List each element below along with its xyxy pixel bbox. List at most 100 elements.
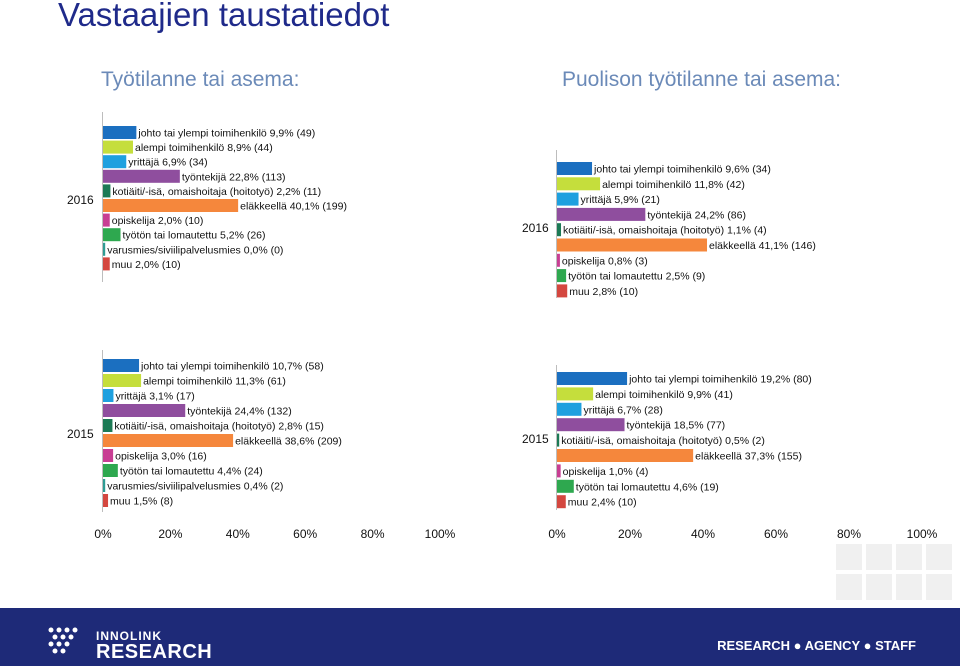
bar xyxy=(103,257,110,271)
bar xyxy=(103,169,180,183)
bar xyxy=(103,389,114,402)
bar xyxy=(103,213,110,227)
bar xyxy=(103,404,186,417)
data-label: kotiäiti/-isä, omaishoitaja (hoitotyö) 2… xyxy=(114,421,324,433)
data-label: eläkkeellä 37,3% (155) xyxy=(695,451,802,463)
group-label: 2015 xyxy=(522,432,549,446)
bar xyxy=(557,372,628,385)
data-label: muu 2,8% (10) xyxy=(569,286,638,298)
deco-square xyxy=(836,574,862,600)
bar xyxy=(103,184,111,198)
data-label: alempi toimihenkilö 11,8% (42) xyxy=(602,179,745,191)
data-label: eläkkeellä 40,1% (199) xyxy=(240,201,347,213)
data-label: työtön tai lomautettu 4,6% (19) xyxy=(576,481,719,493)
bar xyxy=(103,419,113,432)
data-label: yrittäjä 5,9% (21) xyxy=(581,194,660,206)
bar xyxy=(557,238,708,252)
bar xyxy=(103,479,106,492)
data-label: yrittäjä 6,7% (28) xyxy=(583,404,662,416)
data-label: johto tai ylempi toimihenkilö 10,7% (58) xyxy=(140,361,324,373)
x-tick-label: 100% xyxy=(907,527,938,541)
bar xyxy=(557,177,601,191)
deco-square xyxy=(926,574,952,600)
data-label: yrittäjä 6,9% (34) xyxy=(128,157,207,169)
deco-square xyxy=(896,574,922,600)
data-label: varusmies/siviilipalvelusmies 0,4% (2) xyxy=(107,481,283,493)
x-tick-label: 100% xyxy=(425,527,456,541)
bar xyxy=(103,228,121,242)
bar xyxy=(103,199,239,212)
x-tick-label: 80% xyxy=(837,527,861,541)
x-tick-label: 40% xyxy=(691,527,715,541)
footer-tagline: RESEARCH ● AGENCY ● STAFF xyxy=(717,638,916,653)
x-tick-label: 0% xyxy=(548,527,566,541)
bar xyxy=(557,479,574,493)
x-tick-label: 40% xyxy=(226,527,250,541)
bar xyxy=(103,140,133,154)
data-label: johto tai ylempi toimihenkilö 19,2% (80) xyxy=(628,374,812,386)
data-label: johto tai ylempi toimihenkilö 9,9% (49) xyxy=(137,128,315,140)
data-label: kotiäiti/-isä, omaishoitaja (hoitotyö) 1… xyxy=(563,225,767,237)
x-tick-label: 20% xyxy=(618,527,642,541)
data-label: kotiäiti/-isä, omaishoitaja (hoitotyö) 2… xyxy=(112,186,321,198)
data-label: työntekijä 24,4% (132) xyxy=(187,406,291,418)
bar xyxy=(557,464,561,478)
bar xyxy=(103,126,137,139)
bar xyxy=(557,402,582,416)
bar xyxy=(557,162,593,175)
bar xyxy=(103,464,118,477)
data-label: alempi toimihenkilö 8,9% (44) xyxy=(135,142,273,154)
group-label: 2015 xyxy=(67,427,94,441)
bar xyxy=(103,242,106,256)
bar xyxy=(103,494,109,507)
x-tick-label: 20% xyxy=(158,527,182,541)
data-label: eläkkeellä 41,1% (146) xyxy=(709,240,816,252)
data-label: alempi toimihenkilö 9,9% (41) xyxy=(595,389,733,401)
bar xyxy=(557,387,594,401)
group-label: 2016 xyxy=(522,221,549,235)
data-label: muu 1,5% (8) xyxy=(110,496,173,508)
data-label: alempi toimihenkilö 11,3% (61) xyxy=(143,376,286,388)
bar xyxy=(557,495,566,509)
x-tick-label: 0% xyxy=(94,527,112,541)
innolink-logo-icon xyxy=(48,627,78,654)
footer-bar: INNOLINK RESEARCH RESEARCH ● AGENCY ● ST… xyxy=(0,608,960,666)
deco-square xyxy=(836,544,862,570)
deco-square xyxy=(866,544,892,570)
bar xyxy=(557,223,562,237)
data-label: työtön tai lomautettu 2,5% (9) xyxy=(568,271,705,283)
bar xyxy=(103,374,142,387)
data-label: työtön tai lomautettu 4,4% (24) xyxy=(120,466,263,478)
data-label: työntekijä 22,8% (113) xyxy=(182,171,286,183)
data-label: työntekijä 18,5% (77) xyxy=(627,420,726,432)
bar xyxy=(103,155,127,169)
data-label: muu 2,4% (10) xyxy=(568,497,637,509)
data-label: johto tai ylempi toimihenkilö 9,6% (34) xyxy=(593,164,771,176)
x-tick-label: 80% xyxy=(361,527,385,541)
charts-area: 2016 johto tai ylempi toimihenkilö 9,9% (… xyxy=(67,112,938,541)
bar xyxy=(103,434,234,447)
bar xyxy=(103,449,114,462)
logo-text-innolink: INNOLINK xyxy=(96,629,162,643)
bar xyxy=(103,359,140,372)
data-label: opiskelija 0,8% (3) xyxy=(562,255,648,267)
data-label: varusmies/siviilipalvelusmies 0,0% (0) xyxy=(107,244,283,256)
data-label: yrittäjä 3,1% (17) xyxy=(115,391,194,403)
data-label: työntekijä 24,2% (86) xyxy=(647,209,746,221)
x-tick-label: 60% xyxy=(764,527,788,541)
bar xyxy=(557,253,560,267)
bar xyxy=(557,284,568,298)
bar xyxy=(557,269,567,283)
deco-square xyxy=(866,574,892,600)
data-label: opiskelija 2,0% (10) xyxy=(112,215,204,227)
bar xyxy=(557,418,625,432)
data-label: opiskelija 1,0% (4) xyxy=(563,466,649,478)
deco-square xyxy=(896,544,922,570)
bar xyxy=(557,192,579,206)
data-label: kotiäiti/-isä, omaishoitaja (hoitotyö) 0… xyxy=(561,435,765,447)
bar xyxy=(557,207,646,221)
group-label: 2016 xyxy=(67,193,94,207)
bar xyxy=(557,449,694,462)
logo-text-research: RESEARCH xyxy=(96,641,213,663)
